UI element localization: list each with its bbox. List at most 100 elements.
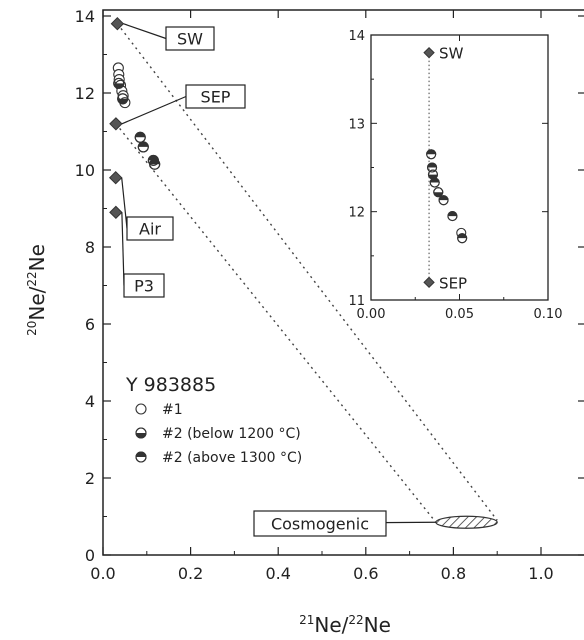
air-callout-label: Air — [139, 220, 161, 239]
inset-data-point-fill — [430, 178, 440, 183]
cosmogenic-ellipse — [435, 515, 498, 529]
x-tick-label: 0.6 — [353, 564, 378, 583]
y-axis-label-sup2: 22 — [25, 271, 39, 286]
x-axis-label-sup2: 22 — [348, 613, 363, 627]
data-point-series-3 — [137, 141, 149, 153]
cosmogenic-callout-label: Cosmogenic — [271, 515, 369, 534]
data-point-series-3 — [134, 131, 146, 143]
sw-callout-label: SW — [177, 30, 203, 49]
legend-marker-3-edge — [135, 451, 147, 463]
inset-y-tick-label: 12 — [348, 206, 365, 221]
data-point-series-2-edge — [117, 93, 129, 105]
sep-callout-label: SEP — [201, 88, 231, 107]
legend-marker-3 — [135, 451, 147, 463]
inset-x-tick-label: 0.00 — [357, 307, 386, 322]
inset-data-point-edge — [447, 211, 458, 222]
legend-marker-2-edge — [135, 427, 147, 439]
data-point-series-2 — [113, 77, 125, 89]
air-callout-leader — [121, 177, 128, 229]
sw-callout-leader — [123, 23, 167, 40]
inset-y-tick-label: 13 — [348, 117, 365, 132]
inset-data-point — [447, 211, 458, 222]
x-axis-label-base2: Ne — [364, 613, 391, 637]
x-tick-label: 0.2 — [178, 564, 203, 583]
cosmogenic-callout-box — [253, 510, 387, 537]
y-axis-label-base1: Ne/ — [25, 286, 49, 320]
x-axis-label-base1: Ne/ — [314, 613, 348, 637]
inset-plot-frame — [370, 34, 549, 301]
inset-x-tick-label: 0.05 — [445, 307, 474, 322]
endmember-p3 — [109, 205, 123, 220]
inset-data-point — [429, 177, 440, 188]
legend-marker-1-outline — [135, 403, 147, 415]
x-tick-label: 0.4 — [265, 564, 290, 583]
x-tick-label: 1.0 — [528, 564, 553, 583]
inset-data-point — [457, 233, 468, 244]
inset-y-tick-label: 14 — [348, 29, 365, 44]
y-tick-label: 10 — [75, 161, 95, 180]
inset-data-point-fill — [426, 149, 436, 155]
inset-data-point-edge — [429, 177, 440, 188]
y-tick-label: 8 — [85, 238, 95, 257]
y-tick-label: 2 — [85, 469, 95, 488]
data-point-series-3-edge — [149, 158, 161, 170]
air-callout-box — [126, 216, 174, 241]
legend-title: Y 983885 — [125, 374, 216, 396]
y-axis-label: 20Ne/22Ne — [25, 244, 49, 336]
mixing-line — [116, 23, 498, 521]
x-tick-label: 0.8 — [441, 564, 466, 583]
legend-marker-2 — [135, 427, 147, 439]
legend-entry-3: #2 (above 1300 °C) — [162, 450, 302, 466]
data-point-series-3-edge — [137, 141, 149, 153]
inset-data-point-fill — [447, 211, 457, 217]
inset-data-point-fill — [439, 195, 449, 201]
inset-data-point-fill — [457, 233, 467, 239]
inset-endmember-label: SW — [439, 45, 464, 63]
main-plot-frame — [102, 9, 584, 556]
legend-marker-1 — [135, 403, 147, 415]
inset-data-point-fill — [427, 163, 437, 168]
p3-callout-box — [123, 273, 165, 298]
sw-callout-box — [165, 26, 215, 51]
endmember-sep — [109, 117, 123, 131]
inset-data-point-edge — [438, 195, 449, 206]
inset-y-tick-label: 11 — [348, 294, 365, 309]
inset-x-tick-label: 0.10 — [534, 307, 563, 322]
legend: Y 983885 #1 #2 (below 1200 °C) #2 (above… — [125, 374, 302, 466]
inset-data-point-edge — [433, 187, 444, 198]
y-tick-label: 0 — [85, 546, 95, 565]
x-axis-label: 21Ne/22Ne — [299, 613, 391, 637]
sep-callout-box — [185, 84, 246, 109]
p3-callout-leader — [121, 212, 125, 286]
inset-endmember-sw — [423, 46, 435, 59]
endmember-sw — [110, 16, 125, 31]
sep-callout-leader — [121, 95, 187, 125]
inset-data-point — [438, 195, 449, 206]
x-axis-label-sup1: 21 — [299, 613, 314, 627]
p3-callout-label: P3 — [134, 277, 154, 296]
endmember-air — [108, 170, 123, 185]
y-tick-label: 12 — [75, 84, 95, 103]
inset-data-point — [433, 187, 444, 198]
data-point-series-3 — [149, 158, 161, 170]
inset-data-point-edge — [457, 233, 468, 244]
legend-entry-1: #1 — [162, 402, 183, 418]
y-axis-label-sup1: 20 — [25, 321, 39, 336]
y-tick-label: 6 — [85, 315, 95, 334]
inset-endmember-label: SEP — [439, 274, 467, 292]
inset-data-point — [427, 162, 438, 173]
data-point-series-2 — [117, 93, 129, 105]
x-tick-label: 0.0 — [90, 564, 115, 583]
y-tick-label: 14 — [75, 7, 95, 26]
y-tick-label: 4 — [85, 392, 95, 411]
inset-data-point — [426, 149, 437, 160]
data-point-series-2-edge — [113, 77, 125, 89]
inset-data-point-edge — [426, 149, 437, 160]
inset-data-point-edge — [427, 162, 438, 173]
legend-entry-2: #2 (below 1200 °C) — [162, 426, 301, 442]
y-axis-label-base2: Ne — [25, 244, 49, 271]
mixing-line — [115, 123, 437, 523]
inset-data-point-fill — [433, 192, 443, 197]
inset-endmember-sep — [423, 276, 435, 289]
